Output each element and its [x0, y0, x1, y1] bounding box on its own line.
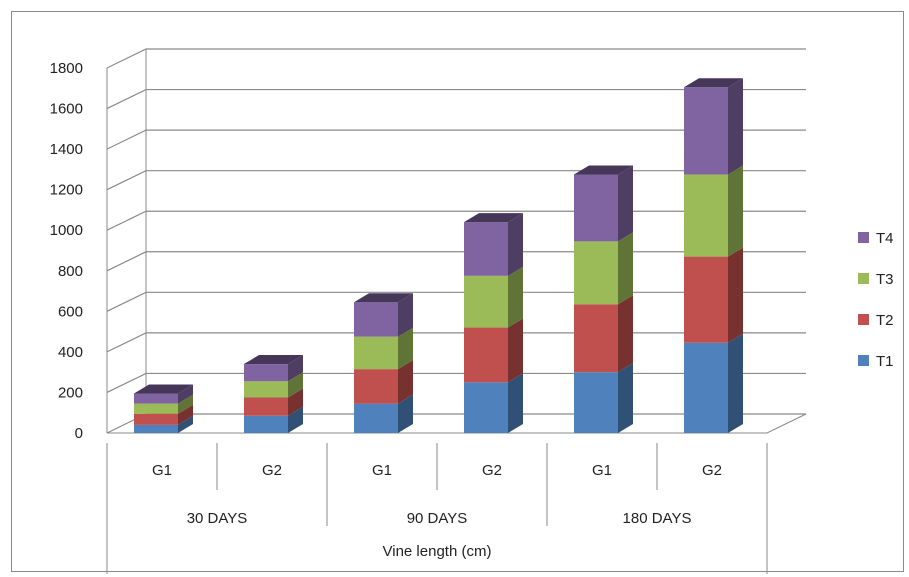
y-tick-label: 200	[58, 384, 83, 401]
y-axis: 0 200 400 600 800 1000 1200 1400 1600 1800	[50, 60, 83, 442]
x-category-label: G1	[152, 462, 172, 479]
bar-side-t3	[398, 327, 413, 370]
x-axis: G1 G2 G1 G2 G1 G2 30 DAYS 90 DAYS 180 DAYS Vine l…	[106, 443, 768, 574]
bar-segment-t4	[244, 364, 288, 382]
x-axis-title: Vine length (cm)	[383, 543, 492, 560]
bar-side-t2	[178, 404, 193, 425]
gridline	[106, 48, 806, 69]
bar-side-t3	[508, 266, 523, 328]
bar-top	[684, 78, 743, 88]
bar-segment-t4	[464, 222, 508, 276]
y-tick-label: 1200	[50, 182, 83, 199]
y-tick-label: 1600	[50, 101, 83, 118]
bar-segment-t3	[354, 336, 398, 370]
bar-side-t2	[618, 295, 633, 373]
bars	[134, 78, 743, 433]
x-group-label: 30 DAYS	[187, 510, 248, 527]
bar-segment-t3	[574, 241, 618, 305]
x-category-label: G1	[372, 462, 392, 479]
bar-side-t4	[508, 213, 523, 276]
y-tick-label: 600	[58, 303, 83, 320]
bar-segment-t4	[354, 302, 398, 337]
bar-segment-t2	[464, 327, 508, 383]
bar-side-t4	[178, 384, 193, 404]
bar-side-t1	[398, 394, 413, 433]
bar-segment-t3	[244, 381, 288, 398]
bar-side-t2	[398, 360, 413, 404]
bar-side-t2	[508, 318, 523, 383]
bar-top	[244, 355, 303, 365]
y-tick-label: 800	[58, 263, 83, 280]
legend-swatch-t2	[858, 314, 869, 325]
chart-frame	[11, 11, 904, 572]
bar-side-t3	[618, 232, 633, 305]
bar-side-t1	[288, 406, 303, 433]
bar-top	[464, 213, 523, 223]
bar-segment-t3	[464, 275, 508, 328]
bar-segment-t4	[134, 393, 178, 404]
chart-walls	[106, 49, 807, 434]
bar-segment-t4	[574, 174, 618, 242]
bar-segment-t1	[684, 342, 728, 433]
gridline	[106, 129, 806, 150]
bar-side-t1	[508, 373, 523, 433]
y-tick-label: 1000	[50, 222, 83, 239]
bar-top	[354, 293, 413, 303]
bar-segment-t1	[134, 424, 178, 433]
bar-side-t4	[618, 165, 633, 242]
bar-segment-t2	[244, 397, 288, 416]
y-tick-label: 0	[75, 425, 83, 442]
bar-segment-t1	[574, 372, 618, 433]
legend-label-t2: T2	[876, 312, 894, 329]
bar-side-t3	[728, 165, 743, 257]
bar-segment-t2	[354, 369, 398, 404]
bar-side-t4	[728, 78, 743, 175]
y-tick-label: 1800	[50, 60, 83, 77]
bar-segment-t2	[574, 304, 618, 373]
y-tick-label: 1400	[50, 141, 83, 158]
bar-segment-t2	[684, 256, 728, 343]
bar-side-t2	[288, 388, 303, 416]
bar-side-t1	[728, 333, 743, 433]
bar-side-t2	[728, 247, 743, 343]
legend-label-t4: T4	[876, 230, 894, 247]
x-category-label: G2	[702, 462, 722, 479]
bar-side-t3	[288, 372, 303, 398]
legend-swatch-t4	[858, 232, 869, 243]
x-group-label: 180 DAYS	[623, 510, 692, 527]
legend-swatch-t3	[858, 273, 869, 284]
x-group-label: 90 DAYS	[407, 510, 468, 527]
bar-segment-t1	[354, 403, 398, 433]
bar-segment-t1	[244, 415, 288, 433]
legend-label-t3: T3	[876, 271, 894, 288]
bar-segment-t2	[134, 413, 178, 425]
x-category-label: G2	[482, 462, 502, 479]
legend: T4 T3 T2 T1	[858, 230, 894, 370]
floor-edge	[107, 413, 807, 434]
bar-segment-t1	[464, 382, 508, 433]
bar-segment-t4	[684, 87, 728, 175]
bar-side-t1	[178, 415, 193, 433]
legend-swatch-t1	[858, 355, 869, 366]
y-tick-label: 400	[58, 344, 83, 361]
legend-label-t1: T1	[876, 353, 894, 370]
bar-top	[134, 384, 193, 394]
bar-top	[574, 165, 633, 175]
bar-segment-t3	[684, 174, 728, 257]
bar-side-t1	[618, 363, 633, 433]
bar-segment-t3	[134, 403, 178, 414]
x-category-label: G1	[592, 462, 612, 479]
x-category-label: G2	[262, 462, 282, 479]
bar-side-t4	[288, 355, 303, 382]
bar-side-t4	[398, 293, 413, 337]
bar-side-t3	[178, 394, 193, 414]
gridline	[106, 88, 806, 110]
